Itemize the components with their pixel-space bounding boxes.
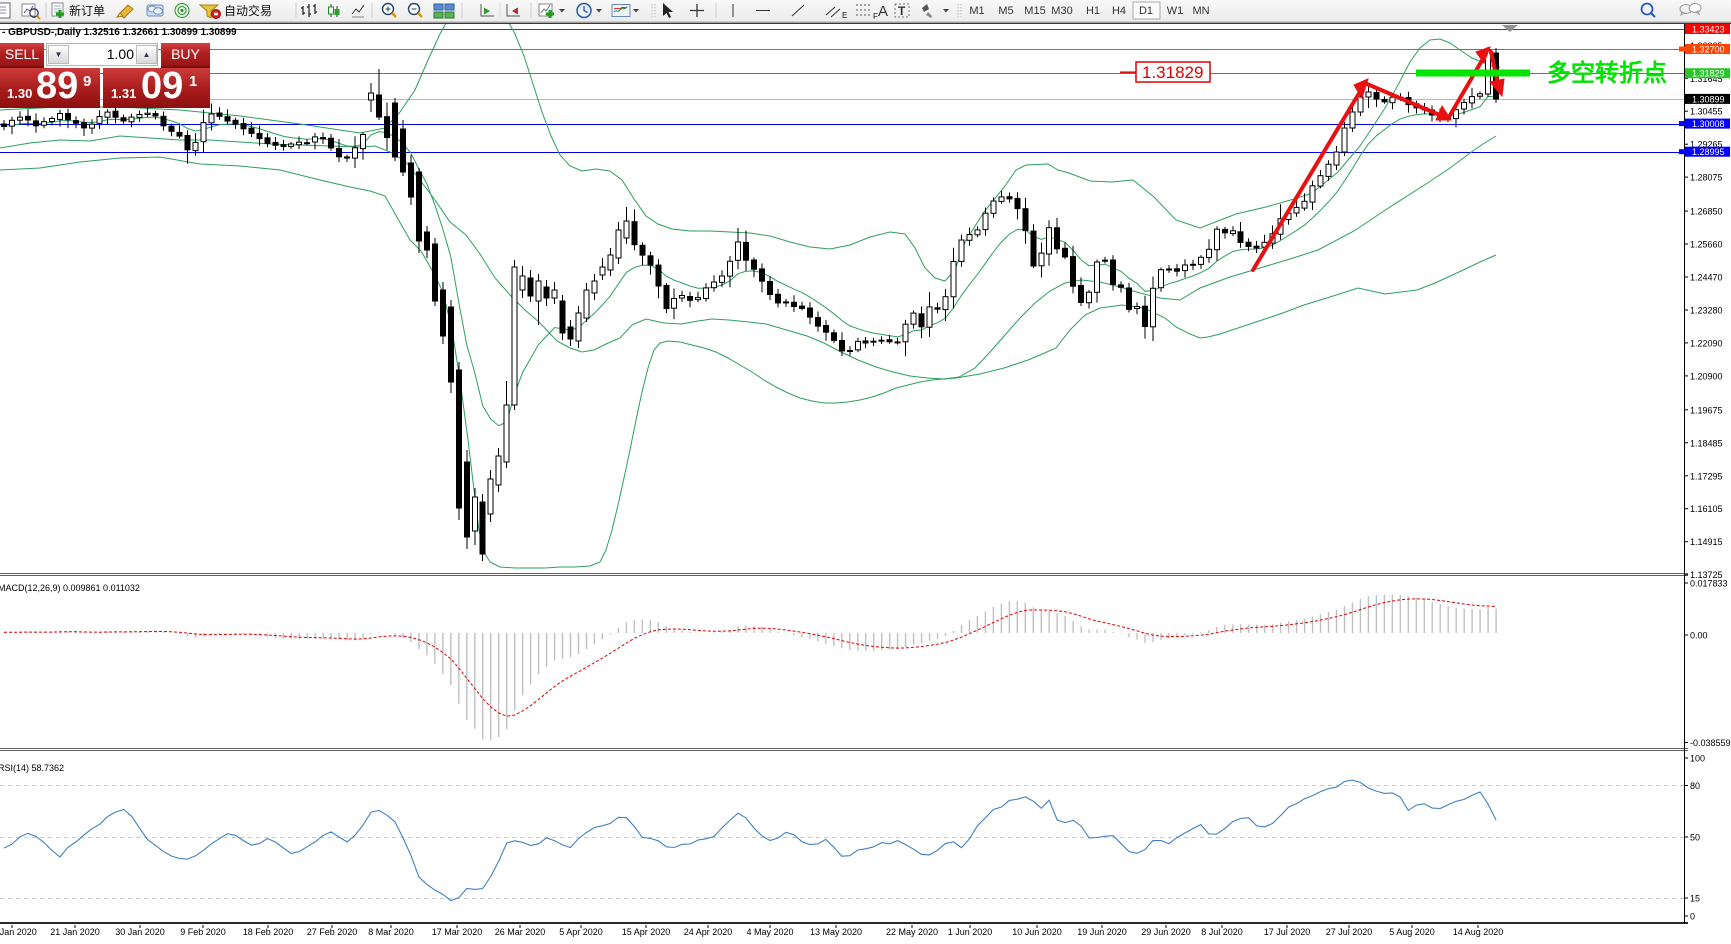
svg-text:1.17295: 1.17295 [1690, 471, 1723, 481]
svg-text:M15: M15 [1024, 5, 1045, 17]
svg-text:24 Apr 2020: 24 Apr 2020 [684, 927, 733, 937]
svg-text:15: 15 [1690, 894, 1700, 904]
svg-text:27 Jul 2020: 27 Jul 2020 [1326, 927, 1373, 937]
svg-text:新订单: 新订单 [69, 3, 105, 18]
svg-text:22 May 2020: 22 May 2020 [886, 927, 938, 937]
svg-text:1.33423: 1.33423 [1692, 25, 1725, 35]
svg-text:10 Jan 2020: 10 Jan 2020 [0, 927, 37, 937]
svg-text:0.017833: 0.017833 [1690, 579, 1728, 589]
svg-text:1.24470: 1.24470 [1690, 273, 1723, 283]
svg-text:1.28995: 1.28995 [1692, 147, 1725, 157]
svg-text:1.30008: 1.30008 [1692, 119, 1725, 129]
svg-text:18 Feb 2020: 18 Feb 2020 [243, 927, 294, 937]
svg-text:1.20900: 1.20900 [1690, 371, 1723, 381]
svg-text:1.18485: 1.18485 [1690, 438, 1723, 448]
svg-text:MACD(12,26,9) 0.009861 0.01103: MACD(12,26,9) 0.009861 0.011032 [0, 583, 140, 593]
svg-text:多空转折点: 多空转折点 [1547, 59, 1667, 87]
svg-text:19 Jun 2020: 19 Jun 2020 [1077, 927, 1127, 937]
svg-text:D1: D1 [1139, 5, 1153, 17]
svg-text:1.30455: 1.30455 [1690, 107, 1723, 117]
svg-text:27 Feb 2020: 27 Feb 2020 [307, 927, 358, 937]
svg-text:100: 100 [1690, 754, 1705, 764]
svg-text:4 May 2020: 4 May 2020 [746, 927, 793, 937]
svg-text:0.00: 0.00 [1690, 631, 1708, 641]
svg-text:E: E [842, 11, 847, 20]
svg-text:15 Apr 2020: 15 Apr 2020 [622, 927, 671, 937]
svg-text:8 Jul 2020: 8 Jul 2020 [1201, 927, 1243, 937]
svg-text:H4: H4 [1112, 5, 1126, 17]
svg-text:MN: MN [1192, 5, 1209, 17]
svg-text:5 Aug 2020: 5 Aug 2020 [1389, 927, 1435, 937]
svg-text:1.31829: 1.31829 [1142, 63, 1203, 82]
svg-text:30 Jan 2020: 30 Jan 2020 [115, 927, 165, 937]
svg-text:M5: M5 [998, 5, 1013, 17]
svg-text:RSI(14) 58.7362: RSI(14) 58.7362 [0, 763, 64, 773]
svg-text:50: 50 [1690, 833, 1700, 843]
svg-text:26 Mar 2020: 26 Mar 2020 [495, 927, 546, 937]
svg-text:F: F [873, 12, 878, 21]
svg-text:-0.038559: -0.038559 [1690, 738, 1731, 748]
svg-text:17 Jul 2020: 17 Jul 2020 [1264, 927, 1311, 937]
svg-text:29 Jun 2020: 29 Jun 2020 [1141, 927, 1191, 937]
svg-text:1.29265: 1.29265 [1690, 140, 1723, 150]
svg-text:8 Mar 2020: 8 Mar 2020 [368, 927, 414, 937]
svg-text:1.30899: 1.30899 [1692, 94, 1725, 104]
svg-text:W1: W1 [1167, 5, 1184, 17]
svg-text:1.26850: 1.26850 [1690, 207, 1723, 217]
svg-text:10 Jun 2020: 10 Jun 2020 [1012, 927, 1062, 937]
svg-text:1.23280: 1.23280 [1690, 306, 1723, 316]
svg-text:1.22090: 1.22090 [1690, 338, 1723, 348]
svg-text:1.31829: 1.31829 [1692, 69, 1725, 79]
svg-text:17 Mar 2020: 17 Mar 2020 [432, 927, 483, 937]
svg-text:M30: M30 [1051, 5, 1072, 17]
svg-text:T: T [898, 4, 906, 18]
svg-text:21 Jan 2020: 21 Jan 2020 [50, 927, 100, 937]
svg-text:1.32700: 1.32700 [1692, 45, 1725, 55]
svg-text:1.25660: 1.25660 [1690, 240, 1723, 250]
svg-text:A: A [878, 3, 888, 20]
svg-text:1.16105: 1.16105 [1690, 504, 1723, 514]
svg-text:5 Apr 2020: 5 Apr 2020 [559, 927, 603, 937]
svg-text:- GBPUSD-,Daily 1.32516 1.326: - GBPUSD-,Daily 1.32516 1.32661 1.30899 … [2, 27, 237, 38]
svg-text:1 Jun 2020: 1 Jun 2020 [948, 927, 993, 937]
svg-text:1.13725: 1.13725 [1690, 570, 1723, 580]
svg-text:14 Aug 2020: 14 Aug 2020 [1453, 927, 1504, 937]
svg-text:H1: H1 [1086, 5, 1100, 17]
svg-text:1.19675: 1.19675 [1690, 405, 1723, 415]
svg-text:1.14915: 1.14915 [1690, 537, 1723, 547]
svg-text:自动交易: 自动交易 [224, 3, 272, 18]
svg-text:13 May 2020: 13 May 2020 [810, 927, 862, 937]
svg-text:1.31645: 1.31645 [1690, 74, 1723, 84]
svg-text:M1: M1 [969, 5, 984, 17]
svg-text:0: 0 [1690, 912, 1695, 922]
svg-text:80: 80 [1690, 781, 1700, 791]
svg-text:1.28075: 1.28075 [1690, 173, 1723, 183]
svg-text:9 Feb 2020: 9 Feb 2020 [180, 927, 226, 937]
